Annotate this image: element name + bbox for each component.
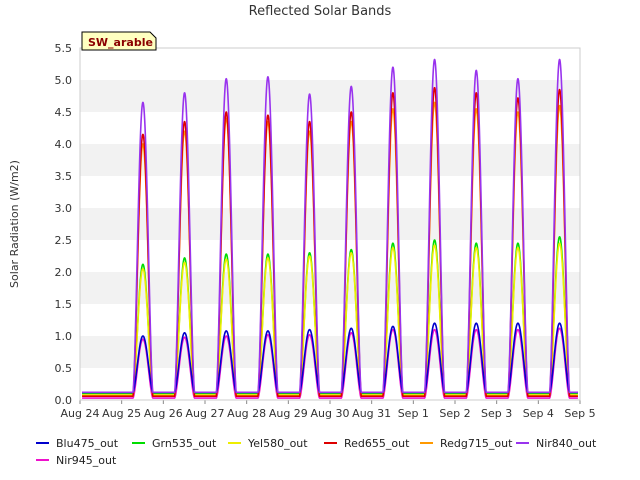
x-tick-label: Aug 30 bbox=[311, 407, 350, 420]
x-tick-label: Sep 2 bbox=[439, 407, 470, 420]
grid-band bbox=[80, 112, 580, 144]
series-line-grn535-out bbox=[81, 236, 579, 395]
y-tick-label: 1.0 bbox=[55, 330, 73, 343]
series-line-yel580-out bbox=[81, 242, 579, 396]
x-tick-label: Aug 31 bbox=[352, 407, 391, 420]
legend-label: Blu475_out bbox=[56, 437, 119, 450]
grid-band bbox=[80, 208, 580, 240]
series-line-nir840-out bbox=[81, 58, 579, 394]
x-tick-label: Aug 24 bbox=[61, 407, 100, 420]
x-tick-label: Aug 25 bbox=[102, 407, 141, 420]
y-tick-label: 5.5 bbox=[55, 42, 73, 55]
x-tick-label: Sep 4 bbox=[523, 407, 554, 420]
y-tick-label: 0.0 bbox=[55, 394, 73, 407]
x-axis-ticks: Aug 24 Aug 25 Aug 26 Aug 27 Aug 28 Aug 29 Aug … bbox=[61, 400, 596, 420]
series-line-nir945-out bbox=[81, 327, 579, 399]
x-tick-label: Sep 1 bbox=[398, 407, 429, 420]
legend: Blu475_out Grn535_out Yel580_out Red655_out… bbox=[36, 437, 597, 467]
x-tick-label: Sep 3 bbox=[481, 407, 512, 420]
y-tick-label: 3.0 bbox=[55, 202, 73, 215]
grid-band bbox=[80, 272, 580, 304]
grid-band bbox=[80, 80, 580, 112]
legend-label: Red655_out bbox=[344, 437, 410, 450]
background-bands bbox=[80, 48, 580, 400]
y-tick-label: 2.0 bbox=[55, 266, 73, 279]
x-tick-label: Aug 27 bbox=[186, 407, 225, 420]
y-tick-label: 1.5 bbox=[55, 298, 73, 311]
legend-label: Yel580_out bbox=[247, 437, 308, 450]
x-tick-label: Aug 26 bbox=[144, 407, 183, 420]
legend-label: Nir945_out bbox=[56, 454, 117, 467]
y-tick-label: 2.5 bbox=[55, 234, 73, 247]
chart-title: Reflected Solar Bands bbox=[249, 4, 392, 19]
y-tick-label: 3.5 bbox=[55, 170, 73, 183]
grid-band bbox=[80, 176, 580, 208]
y-axis-ticks: 0.0 0.5 1.0 1.5 2.0 2.5 3.0 3.5 4.0 4.5 5.0 5.5 bbox=[55, 42, 73, 407]
legend-label: Redg715_out bbox=[440, 437, 513, 450]
x-tick-label: Sep 5 bbox=[564, 407, 595, 420]
y-tick-label: 4.0 bbox=[55, 138, 73, 151]
series-lines bbox=[81, 58, 579, 399]
site-label: SW_arable bbox=[88, 36, 153, 49]
grid-band bbox=[80, 304, 580, 336]
site-badge: SW_arable bbox=[81, 31, 157, 51]
grid-band bbox=[80, 240, 580, 272]
grid-band bbox=[80, 48, 580, 80]
legend-label: Grn535_out bbox=[152, 437, 217, 450]
x-tick-label: Aug 28 bbox=[227, 407, 266, 420]
series-line-red655-out bbox=[81, 86, 579, 397]
y-tick-label: 5.0 bbox=[55, 74, 73, 87]
y-axis-label: Solar Radiation (W/m2) bbox=[8, 160, 21, 288]
x-tick-label: Aug 29 bbox=[269, 407, 308, 420]
y-tick-label: 4.5 bbox=[55, 106, 73, 119]
y-tick-label: 0.5 bbox=[55, 362, 73, 375]
grid-band bbox=[80, 144, 580, 176]
legend-label: Nir840_out bbox=[536, 437, 597, 450]
plot-frame bbox=[79, 47, 581, 401]
grid-band bbox=[80, 336, 580, 368]
